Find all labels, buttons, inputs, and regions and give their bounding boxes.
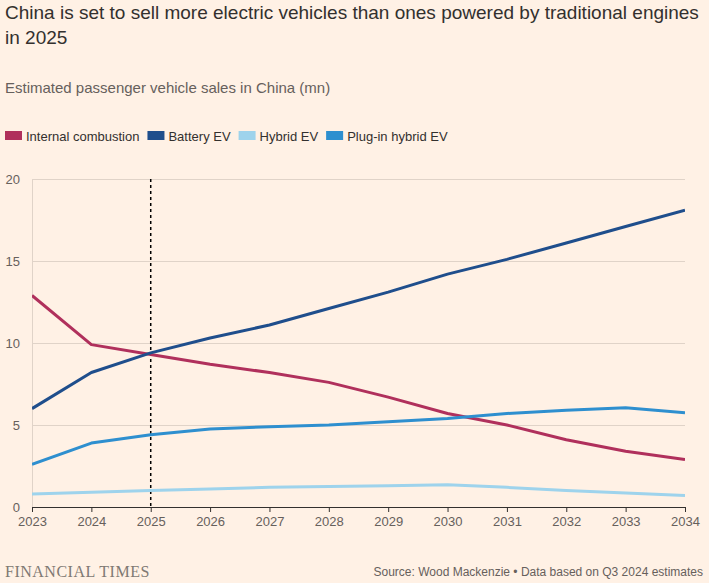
- series-line: [32, 485, 685, 496]
- x-tick-label: 2023: [18, 514, 47, 529]
- legend-swatch: [326, 131, 343, 140]
- x-tick-label: 2024: [77, 514, 106, 529]
- reference-line: [150, 179, 152, 507]
- title: China is set to sell more electric vehic…: [5, 0, 705, 50]
- x-tick: 2033: [612, 507, 641, 529]
- x-tick: 2026: [196, 507, 225, 529]
- x-tick-mark: [269, 507, 270, 512]
- y-tick: 0: [13, 500, 685, 515]
- y-tick: 20: [6, 172, 685, 187]
- x-tick-mark: [210, 507, 211, 512]
- x-tick: 2032: [552, 507, 581, 529]
- x-tick-label: 2031: [493, 514, 522, 529]
- legend-label: Internal combustion: [26, 129, 139, 144]
- grid-line: [32, 507, 685, 508]
- x-tick-label: 2026: [196, 514, 225, 529]
- x-tick-label: 2032: [552, 514, 581, 529]
- x-tick-label: 2034: [671, 514, 700, 529]
- y-tick-label: 15: [6, 254, 20, 269]
- x-tick-label: 2029: [374, 514, 403, 529]
- x-tick: 2027: [255, 507, 284, 529]
- x-tick-label: 2028: [315, 514, 344, 529]
- legend-item: Plug-in hybrid EV: [326, 129, 448, 144]
- legend-item: Hybrid EV: [239, 129, 319, 144]
- x-tick-mark: [685, 507, 686, 512]
- legend-label: Battery EV: [168, 129, 230, 144]
- x-tick: 2023: [18, 507, 47, 529]
- subtitle: Estimated passenger vehicle sales in Chi…: [5, 78, 705, 98]
- series-line: [32, 295, 685, 459]
- x-tick-mark: [388, 507, 389, 512]
- x-tick-mark: [626, 507, 627, 512]
- grid-line: [32, 179, 685, 180]
- grid-line: [32, 425, 685, 426]
- x-tick-mark: [91, 507, 92, 512]
- lines: [32, 179, 685, 507]
- y-tick-label: 0: [13, 500, 20, 515]
- y-tick-label: 20: [6, 172, 20, 187]
- x-tick-label: 2025: [137, 514, 166, 529]
- y-tick: 15: [6, 254, 685, 269]
- x-tick: 2025: [137, 507, 166, 529]
- x-tick-label: 2027: [255, 514, 284, 529]
- series-line: [32, 210, 685, 408]
- x-tick: 2030: [434, 507, 463, 529]
- legend-swatch: [239, 131, 256, 140]
- x-tick-mark: [32, 507, 33, 512]
- source: Source: Wood Mackenzie • Data based on Q…: [374, 565, 704, 579]
- x-tick-mark: [151, 507, 152, 512]
- y-axis: 0 5 10 15 20: [6, 172, 685, 515]
- x-axis: 2023 2024 2025 2026 2027 2028 2029 2030 2031 2032…: [18, 507, 700, 529]
- legend: Internal combustion Battery EV Hybrid EV Pl…: [5, 129, 448, 144]
- x-tick-label: 2030: [434, 514, 463, 529]
- y-tick-label: 10: [6, 336, 20, 351]
- x-tick: 2034: [671, 507, 700, 529]
- y-tick-label: 5: [13, 418, 20, 433]
- x-tick: 2029: [374, 507, 403, 529]
- grid-line: [32, 261, 685, 262]
- x-tick-mark: [448, 507, 449, 512]
- x-tick: 2024: [77, 507, 106, 529]
- x-tick-mark: [507, 507, 508, 512]
- chart-page: China is set to sell more electric vehic…: [0, 0, 709, 583]
- x-tick: 2031: [493, 507, 522, 529]
- x-tick-mark: [566, 507, 567, 512]
- x-tick: 2028: [315, 507, 344, 529]
- legend-label: Plug-in hybrid EV: [347, 129, 448, 144]
- grid-line: [32, 343, 685, 344]
- legend-item: Battery EV: [147, 129, 230, 144]
- x-tick-mark: [329, 507, 330, 512]
- chart-svg: 0 5 10 15 20 2023 2024 2025 2026 2027 2028 2029 2030…: [0, 0, 709, 583]
- legend-swatch: [147, 131, 164, 140]
- legend-swatch: [5, 131, 22, 140]
- x-tick-label: 2033: [612, 514, 641, 529]
- x-axis-line: [33, 507, 686, 508]
- legend-label: Hybrid EV: [260, 129, 319, 144]
- plot: 0 5 10 15 20 2023 2024 2025 2026 2027 2028 2029 2030…: [6, 172, 700, 530]
- logo: FINANCIAL TIMES: [5, 563, 150, 580]
- series-line: [32, 408, 685, 465]
- legend-item: Internal combustion: [5, 129, 139, 144]
